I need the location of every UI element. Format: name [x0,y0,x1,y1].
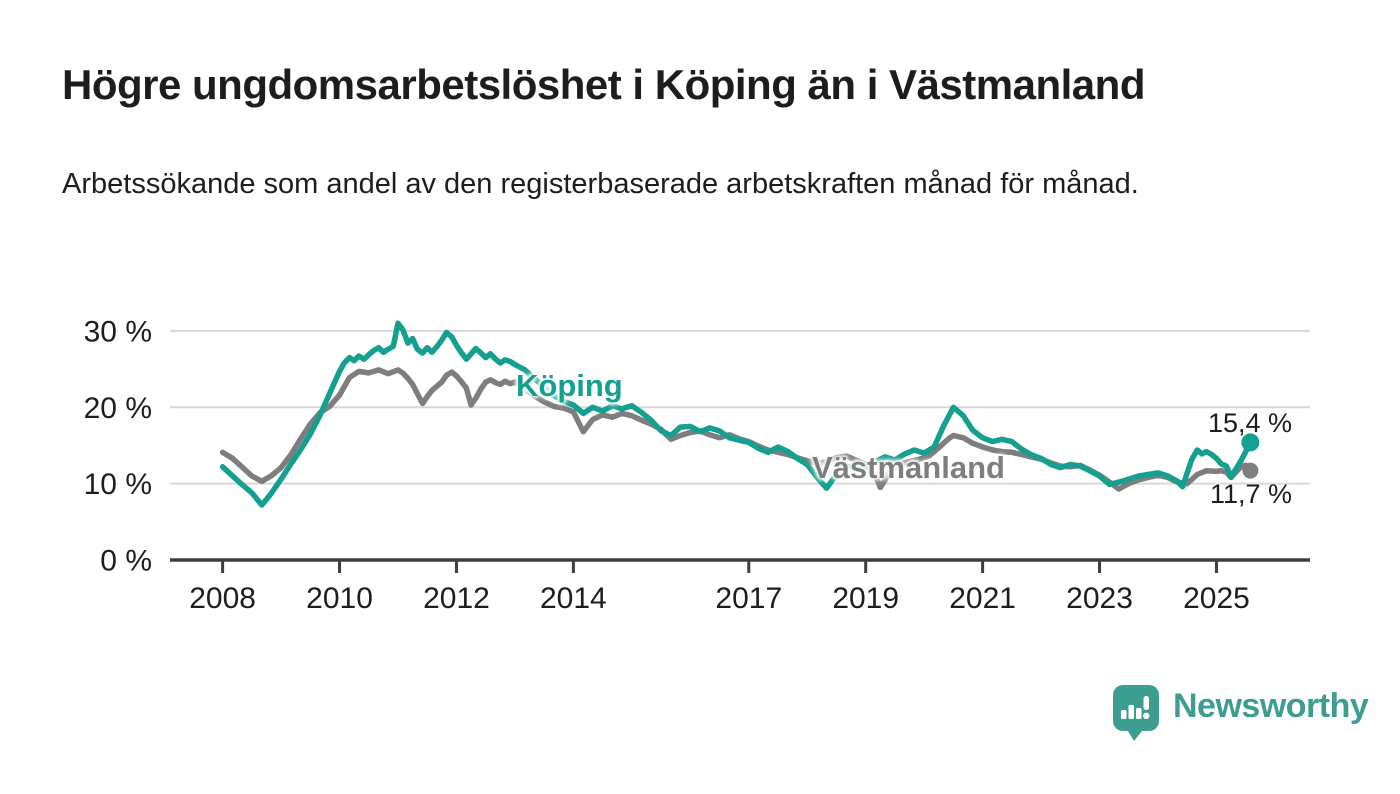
y-axis-tick-label: 0 % [100,545,152,578]
newsworthy-logo: Newsworthy [1112,684,1369,742]
y-axis-tick-label: 30 % [84,315,152,348]
end-value-label-vastmanland: 11,7 % [1209,479,1292,509]
series-label-vastmanland: Västmanland [812,450,1005,485]
x-axis-tick-label: 2012 [423,582,490,615]
x-axis-tick-label: 2021 [949,582,1016,615]
x-axis-tick-label: 2010 [306,582,373,615]
newsworthy-logo-icon [1113,685,1159,741]
series-end-dot-vastmanland [1242,462,1259,479]
y-axis-tick-label: 20 % [84,392,152,425]
chart-subtitle: Arbetssökande som andel av den registerb… [62,168,1139,200]
series-end-dot-koping [1241,433,1260,452]
x-axis-tick-label: 2014 [540,582,607,615]
chart-title: Högre ungdomsarbetslöshet i Köping än i … [62,61,1145,108]
end-value-label-koping: 15,4 % [1207,408,1292,438]
newsworthy-logo-text: Newsworthy [1173,687,1369,725]
x-axis-tick-label: 2023 [1066,582,1133,615]
x-axis-tick-label: 2008 [189,582,256,615]
y-axis-tick-label: 10 % [84,468,152,501]
x-axis-tick-label: 2025 [1183,582,1250,615]
x-axis-tick-label: 2017 [715,582,782,615]
series-line-koping [219,320,1254,508]
series-label-koping: Köping [516,368,623,403]
x-axis-tick-label: 2019 [832,582,899,615]
logo-bar-chart-icon [1121,696,1150,719]
